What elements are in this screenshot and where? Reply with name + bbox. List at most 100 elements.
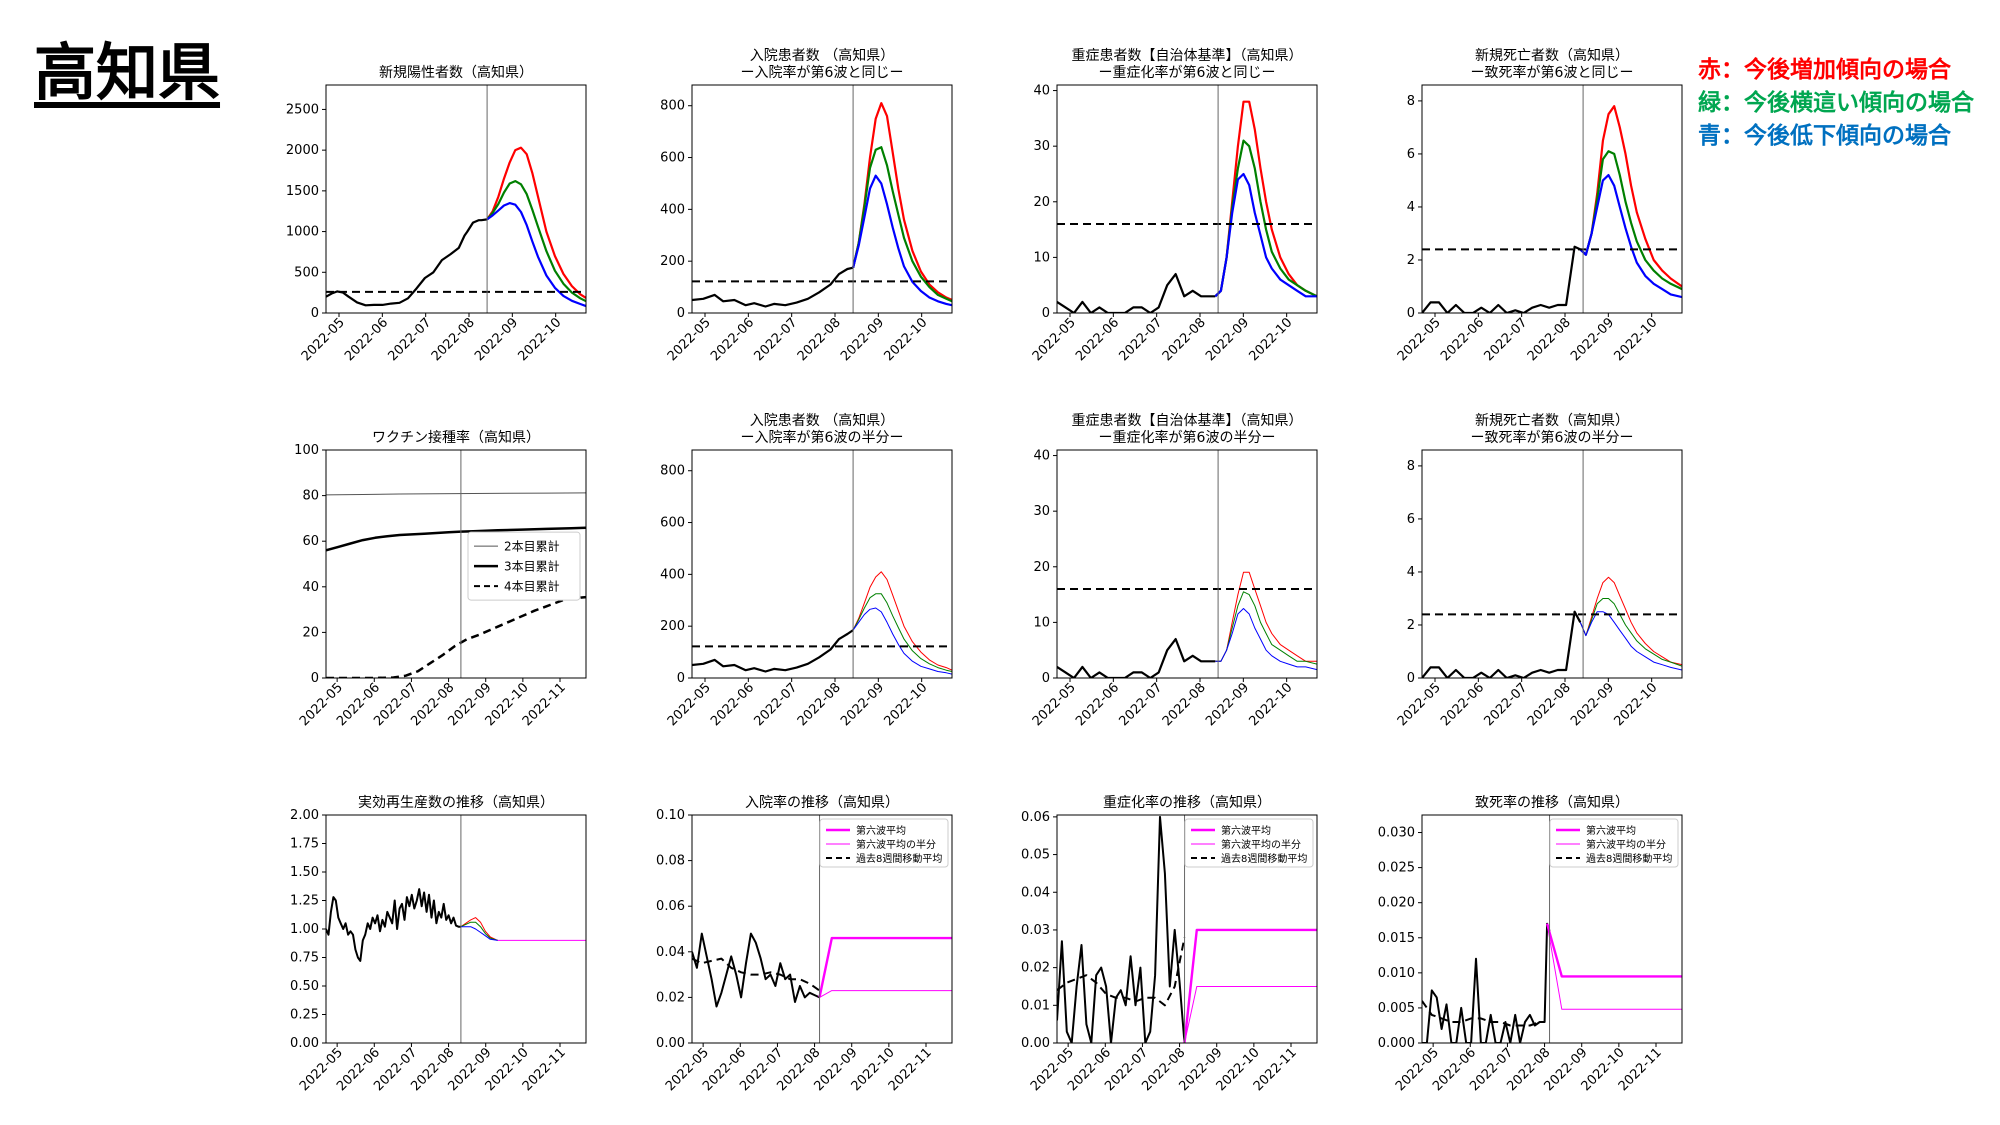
y-tick-label: 30 (1033, 139, 1050, 154)
chart-12: 致死率の推移（高知県） 0.000 0.005 0.010 0.015 0.020 0.02… (1378, 794, 1683, 1094)
chart-title: 入院患者数 （高知県） (750, 412, 894, 429)
y-tick-label: 60 (302, 534, 319, 549)
y-tick-label: 20 (1033, 195, 1050, 210)
x-tick-label: 2022-10 (1611, 315, 1660, 364)
y-tick-label: 1000 (286, 225, 319, 240)
series-line-4 (1215, 608, 1317, 671)
plot-frame (1056, 814, 1318, 1044)
legend-green: 緑：今後横這い傾向の場合 (1698, 90, 1974, 116)
y-tick-label: 0.020 (1378, 896, 1415, 911)
series-line-2 (692, 957, 821, 992)
x-tick-label: 2022-10 (881, 680, 930, 729)
x-tick-label: 2022-06 (708, 680, 757, 729)
legend-blue: 青：今後低下傾向の場合 (1698, 123, 1951, 149)
series-line-4 (1214, 172, 1317, 298)
y-tick-label: 0.00 (1021, 1036, 1050, 1051)
x-tick-label: 2022-06 (1073, 680, 1122, 729)
chart-8: 新規死亡者数（高知県）ー致死率が第6波の半分ー024682022-052022-… (1395, 412, 1683, 729)
series-line-3 (1215, 591, 1317, 665)
x-tick-label: 2022-05 (665, 680, 714, 729)
chart-7: 重症患者数【自治体基準】（高知県）ー重症化率が第6波の半分ー 0 10 20 30 40 2… (1030, 412, 1318, 729)
chart-title: ー重症化率が第6波と同じー (1099, 64, 1276, 81)
y-tick-label: 0.010 (1378, 966, 1415, 981)
y-tick-label: 0.005 (1378, 1001, 1415, 1016)
chart-title: 新規死亡者数（高知県） (1475, 412, 1629, 429)
y-tick-label: 600 (660, 151, 685, 166)
chart-1: 新規陽性者数（高知県）050010001500200025002022-0520… (286, 64, 587, 364)
legend-label: 第六波平均の半分 (1586, 838, 1666, 851)
x-tick-label: 2022-06 (1438, 315, 1487, 364)
y-tick-label: 10 (1033, 615, 1050, 630)
legend-label: 4本目累計 (504, 579, 560, 594)
series-line-1 (692, 266, 854, 308)
y-tick-label: 2500 (286, 102, 319, 117)
y-tick-label: 1500 (286, 184, 319, 199)
plot-frame (1421, 449, 1683, 679)
y-tick-label: 0 (1042, 306, 1050, 321)
series-line-3 (1579, 598, 1682, 667)
plot-frame (691, 449, 953, 679)
y-tick-label: 20 (1033, 560, 1050, 575)
y-tick-label: 0.05 (1021, 848, 1050, 863)
series-line-2 (852, 571, 952, 671)
y-tick-label: 0.015 (1378, 931, 1415, 946)
legend-label: 第六波平均 (856, 824, 906, 837)
legend-label: 第六波平均の半分 (1221, 838, 1301, 851)
legend-red: 赤：今後増加傾向の場合 (1698, 57, 1951, 83)
chart-legend: 2本目累計 3本目累計 4本目累計 (467, 531, 581, 601)
series-line-2 (1579, 576, 1682, 666)
x-tick-label: 2022-10 (1611, 680, 1660, 729)
chart-9: 実効再生産数の推移（高知県） 0.00 0.25 0.50 0.75 1.00 1.25 1.… (290, 794, 587, 1094)
chart-title: 入院率の推移（高知県） (745, 794, 899, 811)
y-tick-label: 100 (294, 443, 319, 458)
chart-title: 実効再生産数の推移（高知県） (358, 794, 554, 811)
legend-box (819, 818, 949, 868)
x-tick-label: 2022-07 (385, 315, 434, 364)
x-tick-label: 2022-08 (1525, 680, 1574, 729)
y-tick-label: 1.25 (290, 894, 319, 909)
x-tick-label: 2022-10 (1246, 315, 1295, 364)
x-tick-label: 2022-09 (838, 315, 887, 364)
x-tick-label: 2022-05 (299, 315, 348, 364)
series-line-3 (486, 180, 586, 303)
legend-label: 第六波平均 (1586, 824, 1636, 837)
plot-frame (1056, 449, 1318, 679)
plot-frame (691, 814, 953, 1044)
y-tick-label: 0.000 (1378, 1036, 1415, 1051)
x-tick-label: 2022-08 (1160, 680, 1209, 729)
x-tick-label: 2022-09 (1203, 680, 1252, 729)
y-tick-label: 4 (1407, 565, 1415, 580)
x-tick-label: 2022-08 (1525, 315, 1574, 364)
y-tick-label: 0.030 (1378, 826, 1415, 841)
chart-title: ー致死率が第6波の半分ー (1471, 429, 1634, 446)
y-tick-label: 800 (660, 99, 685, 114)
x-tick-label: 2022-09 (838, 680, 887, 729)
series-line-1 (692, 932, 820, 1008)
chart-title: 致死率の推移（高知県） (1475, 794, 1629, 811)
chart-3: 重症患者数【自治体基準】（高知県）ー重症化率が第6波と同じー 0 10 20 30 40 2… (1030, 47, 1318, 364)
series-line-4 (1546, 923, 1682, 1010)
y-tick-label: 0.50 (290, 979, 319, 994)
chart-title: 新規死亡者数（高知県） (1475, 47, 1629, 64)
y-tick-label: 40 (1033, 84, 1050, 99)
y-tick-label: 0.75 (290, 951, 319, 966)
series-line-1 (692, 629, 854, 673)
legend-box (467, 531, 581, 601)
y-tick-label: 8 (1407, 94, 1415, 109)
x-tick-label: 2022-08 (795, 315, 844, 364)
chart-4: 新規死亡者数（高知県）ー致死率が第6波と同じー024682022-052022-… (1395, 47, 1683, 364)
y-tick-label: 0 (311, 671, 319, 686)
x-tick-label: 2022-05 (1395, 315, 1444, 364)
y-tick-label: 0.02 (656, 990, 685, 1005)
legend-label: 過去8週間移動平均 (1221, 852, 1307, 865)
x-tick-label: 2022-06 (708, 315, 757, 364)
y-tick-label: 0.08 (656, 854, 685, 869)
series-line-4 (486, 202, 586, 308)
series-line-1 (326, 218, 488, 307)
y-tick-label: 20 (302, 625, 319, 640)
y-tick-label: 600 (660, 516, 685, 531)
y-tick-label: 0.02 (1021, 961, 1050, 976)
x-tick-label: 2022-06 (1073, 315, 1122, 364)
series-line-1 (1057, 815, 1186, 1043)
x-tick-label: 2022-07 (1481, 315, 1530, 364)
